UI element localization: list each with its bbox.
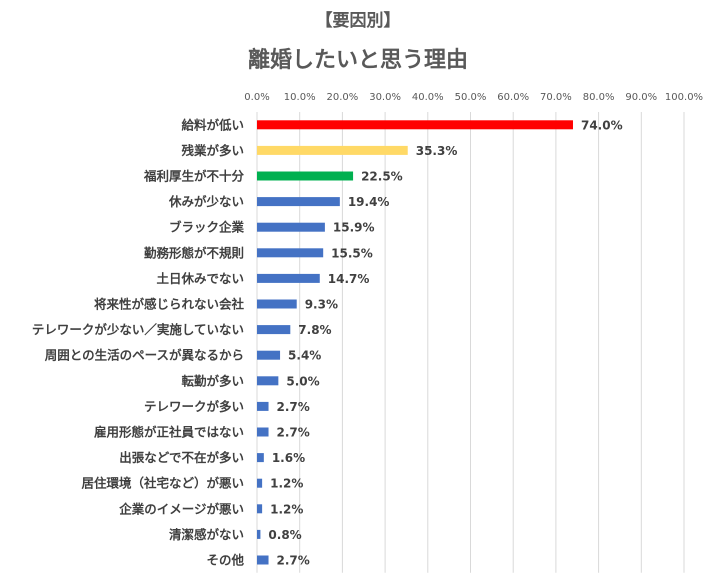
bar <box>257 145 408 155</box>
x-tick-label: 10.0% <box>284 92 316 103</box>
x-tick-label: 20.0% <box>327 92 359 103</box>
bar <box>257 478 263 488</box>
chart-subtitle: 離婚したいと思う理由 <box>247 48 468 73</box>
x-tick-label: 60.0% <box>497 92 529 103</box>
category-label: テレワークが少ない／実施していない <box>32 322 244 337</box>
x-tick-label: 50.0% <box>455 92 487 103</box>
value-label: 1.2% <box>270 502 303 516</box>
value-label: 2.7% <box>277 426 310 440</box>
value-label: 5.4% <box>288 349 321 363</box>
value-label: 9.3% <box>305 298 338 312</box>
value-label: 15.9% <box>333 221 375 235</box>
bar <box>257 197 340 207</box>
category-label: 雇用形態が正社員ではない <box>94 425 244 440</box>
category-label: 福利厚生が不十分 <box>143 169 245 184</box>
category-label: テレワークが多い <box>144 399 244 414</box>
category-label: 出張などで不在が多い <box>119 450 244 465</box>
value-label: 35.3% <box>416 144 458 158</box>
category-label: 土日休みでない <box>156 271 244 286</box>
bar <box>257 248 324 258</box>
x-tick-label: 40.0% <box>412 92 444 103</box>
category-label: 居住環境（社宅など）が悪い <box>81 476 244 491</box>
bar <box>257 273 320 283</box>
value-label: 0.8% <box>268 528 301 542</box>
category-label: ブラック企業 <box>169 220 245 235</box>
x-tick-label: 70.0% <box>540 92 572 103</box>
category-label: 休みが少ない <box>168 194 244 209</box>
category-label: 勤務形態が不規則 <box>144 245 244 260</box>
bar <box>257 325 291 335</box>
category-label: 将来性が感じられない会社 <box>94 297 245 312</box>
value-label: 22.5% <box>361 170 403 184</box>
x-tick-label: 0.0% <box>244 92 269 103</box>
x-tick-label: 90.0% <box>625 92 657 103</box>
x-tick-label: 80.0% <box>583 92 615 103</box>
category-label: 周囲との生活のペースが異なるから <box>45 348 244 363</box>
value-label: 19.4% <box>348 195 390 209</box>
category-label: 転勤が多い <box>181 373 244 388</box>
bar <box>257 376 279 386</box>
bar <box>257 453 264 463</box>
bar <box>257 120 573 130</box>
category-label: 清潔感がない <box>169 527 244 542</box>
bar <box>257 504 263 514</box>
value-label: 2.7% <box>277 400 310 414</box>
bar <box>257 529 261 539</box>
value-label: 1.2% <box>270 477 303 491</box>
value-label: 2.7% <box>277 554 310 568</box>
value-label: 15.5% <box>331 246 373 260</box>
bar <box>257 222 325 232</box>
chart-title: 【要因別】 <box>315 11 401 31</box>
value-label: 14.7% <box>328 272 370 286</box>
value-label: 7.8% <box>298 323 331 337</box>
x-tick-label: 30.0% <box>369 92 401 103</box>
value-label: 5.0% <box>286 374 319 388</box>
bar <box>257 171 354 181</box>
category-label: その他 <box>206 553 244 568</box>
category-label: 給料が低い <box>181 117 244 132</box>
bar <box>257 350 281 360</box>
bar <box>257 427 269 437</box>
value-label: 74.0% <box>581 118 623 132</box>
bar <box>257 401 269 411</box>
value-label: 1.6% <box>272 451 305 465</box>
x-tick-label: 100.0% <box>665 92 703 103</box>
category-label: 残業が多い <box>181 143 244 158</box>
category-label: 企業のイメージが悪い <box>118 501 244 516</box>
bar <box>257 555 269 565</box>
bar <box>257 299 297 309</box>
